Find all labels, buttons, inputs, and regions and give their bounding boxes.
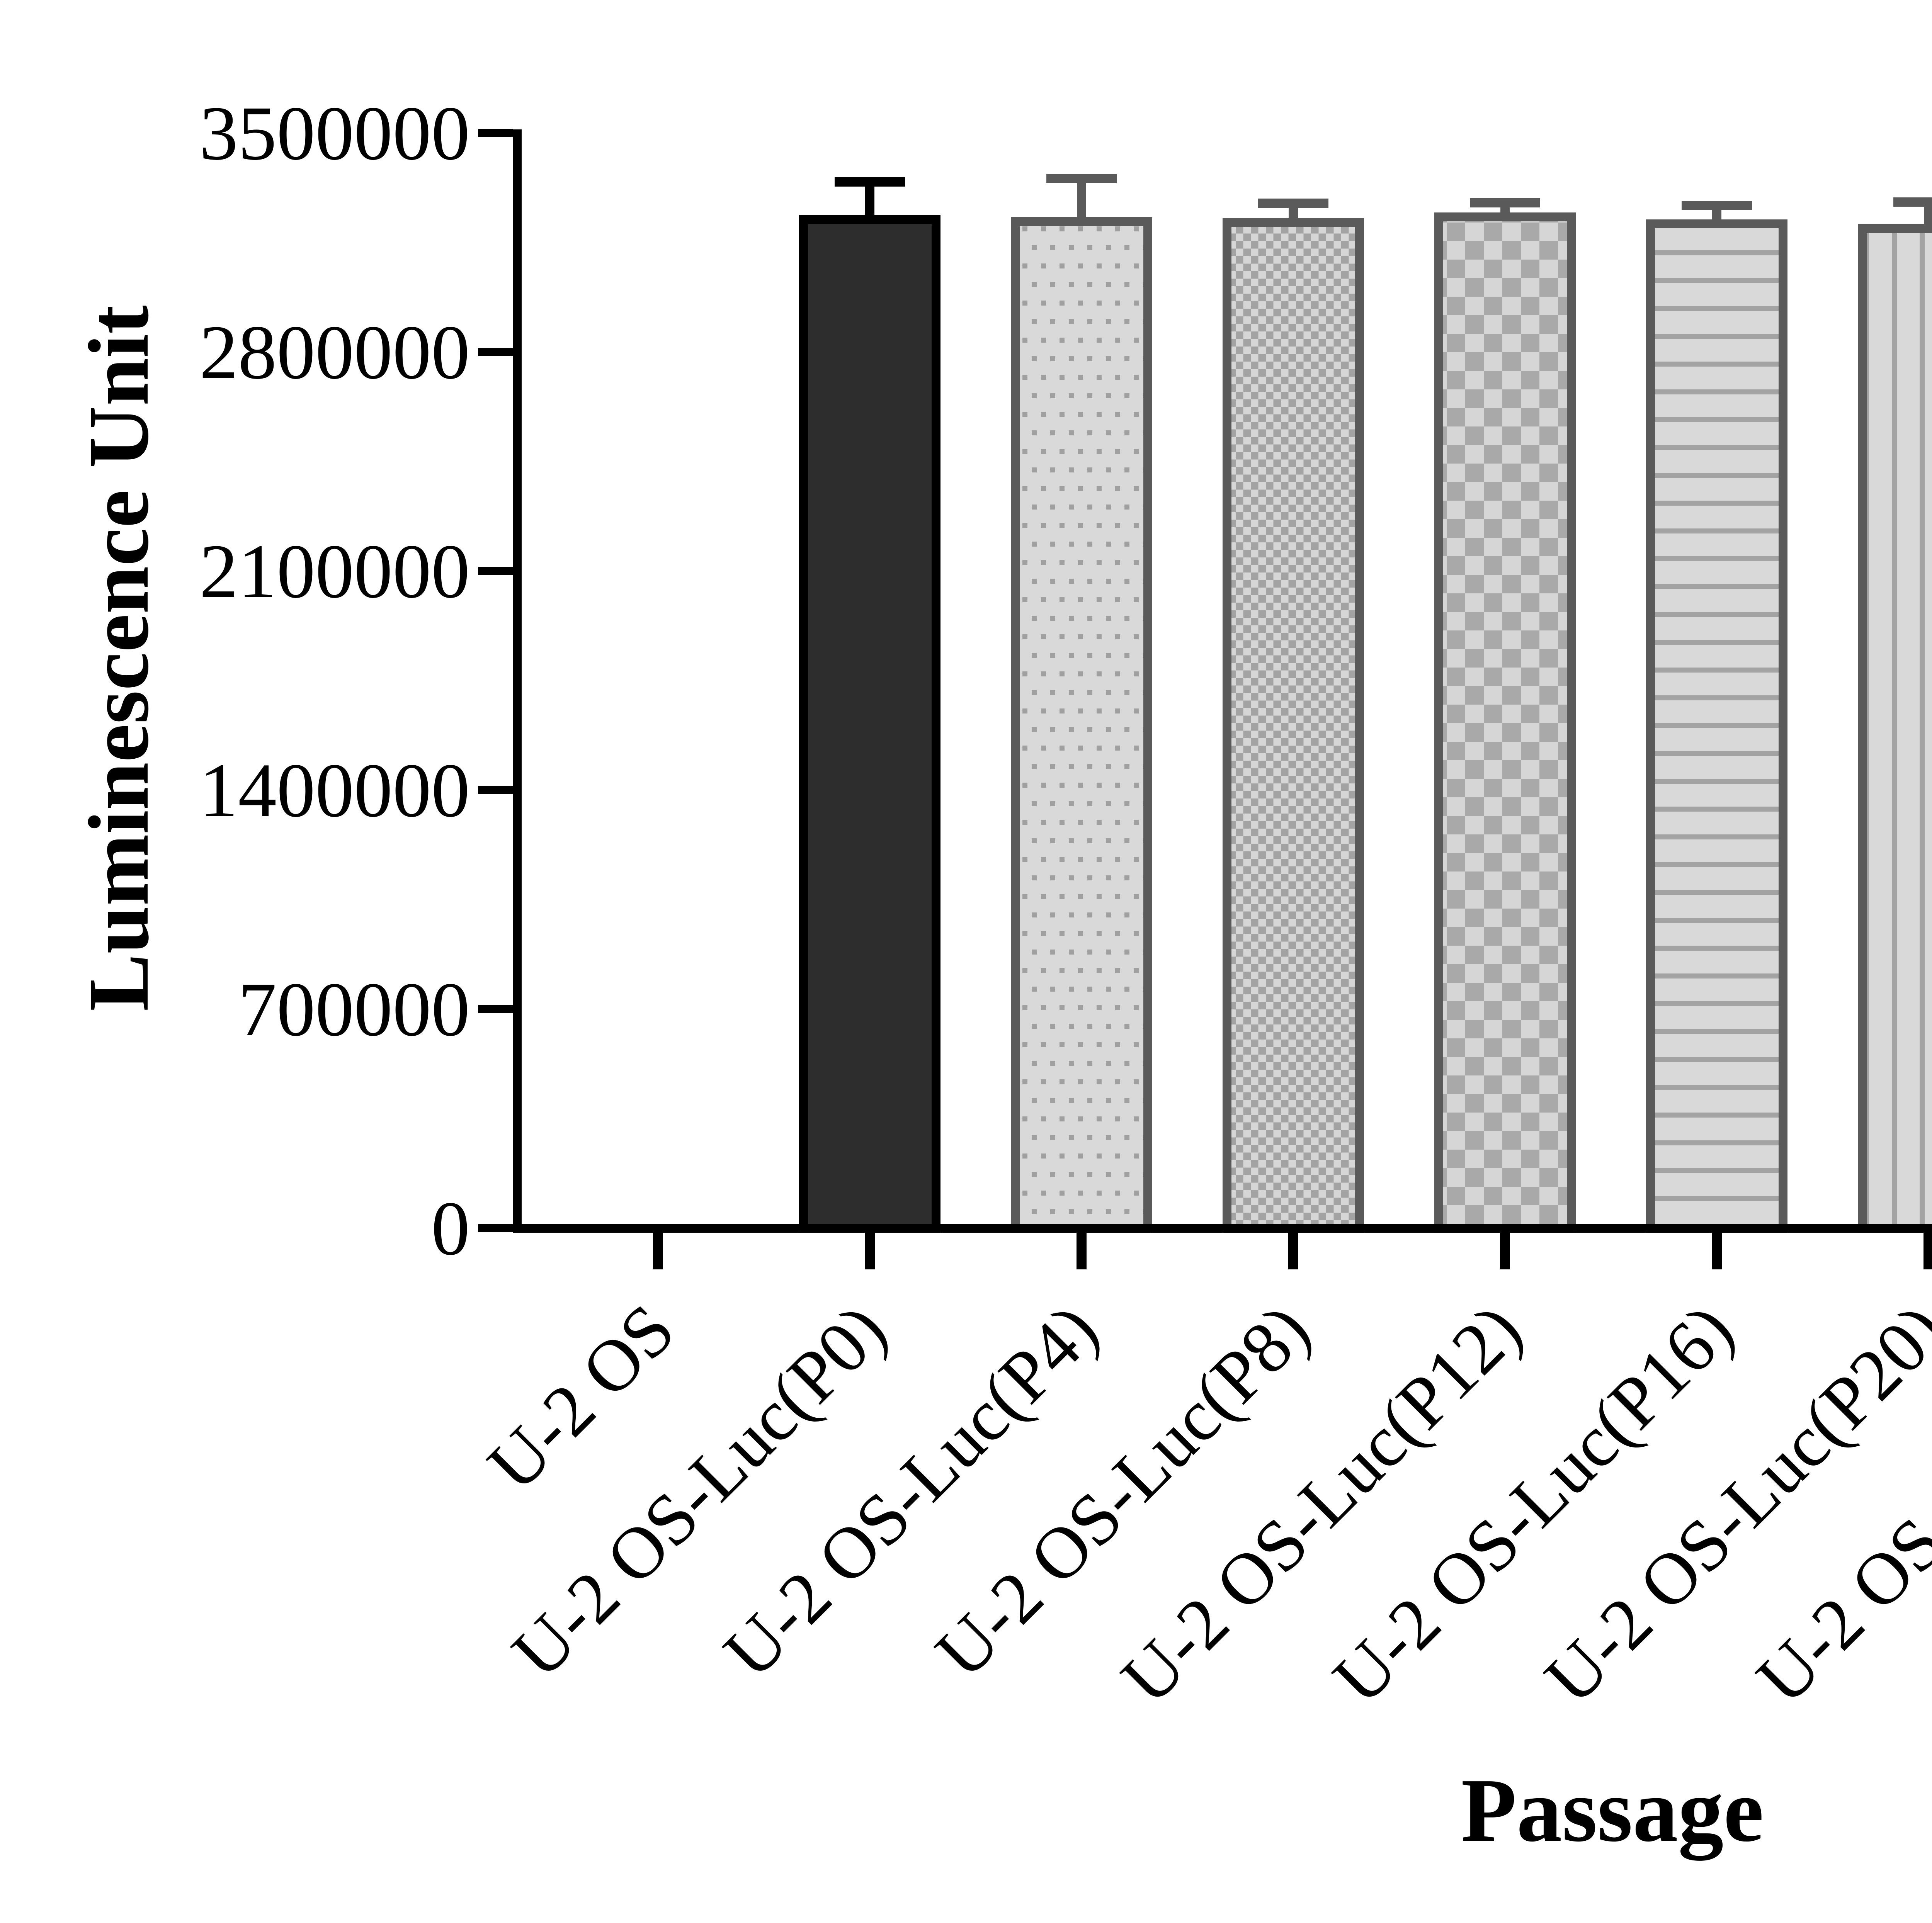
svg-text:Passage: Passage [1461,1760,1764,1861]
svg-text:2800000: 2800000 [199,310,470,395]
svg-text:Luminescence Unit: Luminescence Unit [71,305,167,1011]
svg-text:2100000: 2100000 [199,529,470,614]
svg-text:700000: 700000 [238,967,470,1052]
svg-text:3500000: 3500000 [199,91,470,176]
svg-text:1400000: 1400000 [199,748,470,833]
svg-text:0: 0 [431,1186,470,1271]
